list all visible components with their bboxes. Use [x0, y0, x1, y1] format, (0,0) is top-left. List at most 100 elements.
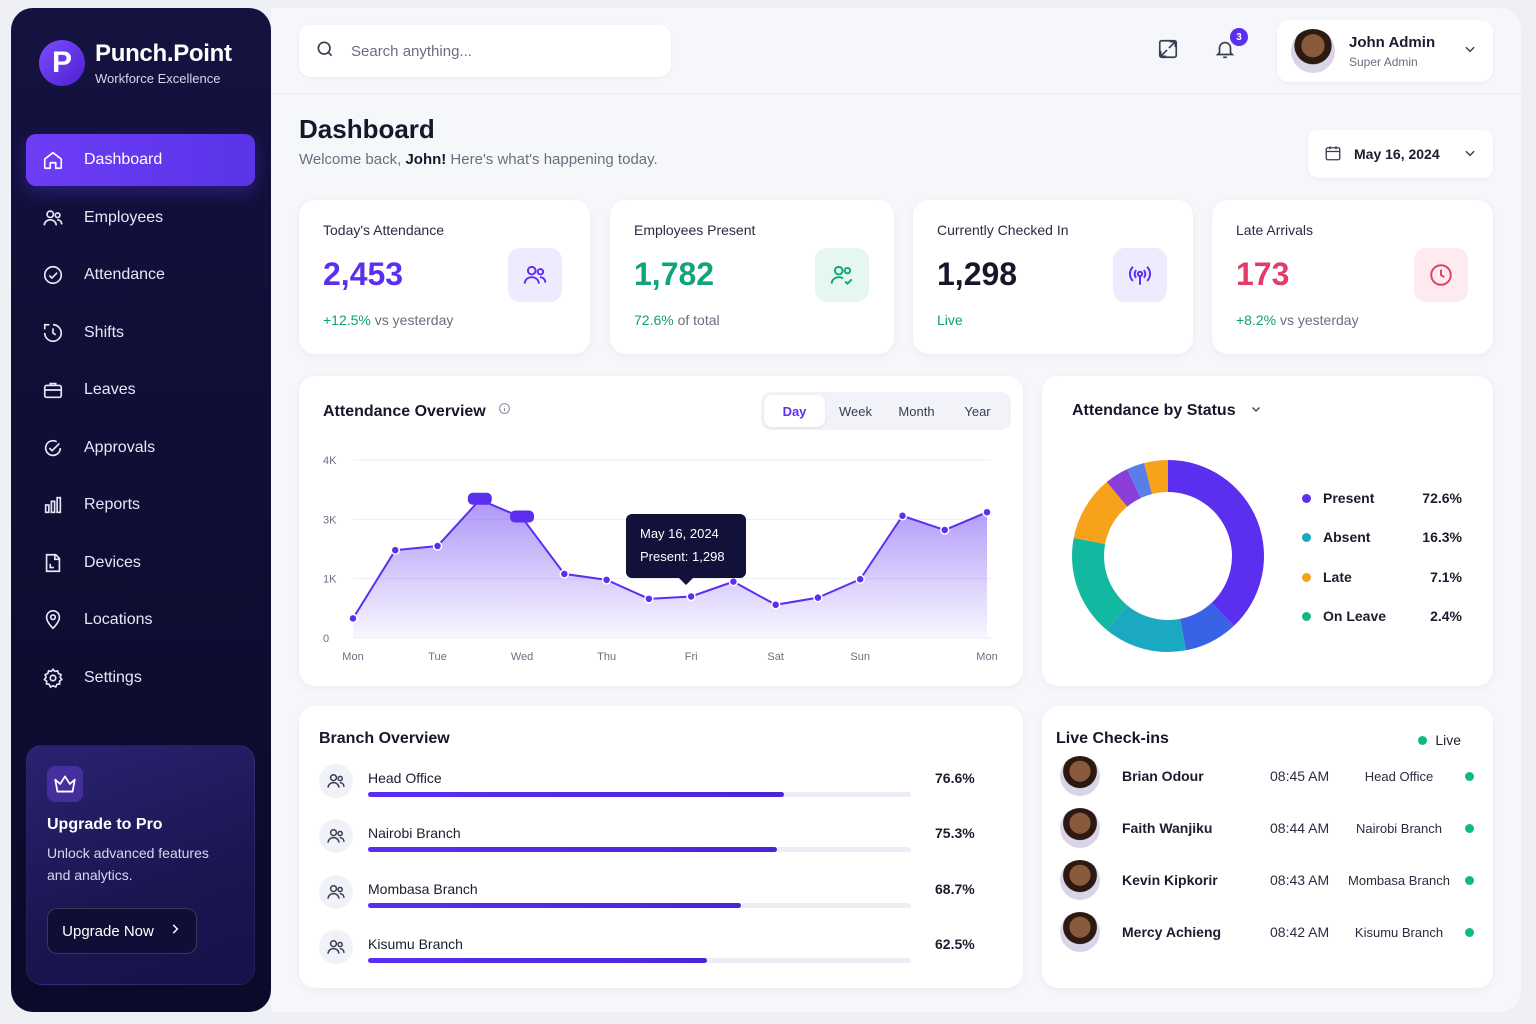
user-menu[interactable]: John Admin Super Admin: [1277, 20, 1493, 82]
user-role: Super Admin: [1349, 54, 1418, 69]
sidebar-item-leaves[interactable]: Leaves: [26, 364, 255, 416]
sidebar-item-devices[interactable]: Devices: [26, 537, 255, 589]
status-title[interactable]: Attendance by Status: [1072, 402, 1262, 420]
search-box[interactable]: [299, 25, 671, 77]
upgrade-title: Upgrade to Pro: [47, 816, 163, 833]
branch-progress-fill: [368, 958, 708, 963]
stat-label: Currently Checked In: [937, 222, 1069, 238]
branch-overview-card: Branch Overview Head Office 76.6% Nairob…: [299, 706, 1023, 988]
briefcase-icon: [42, 379, 64, 401]
branch-row-head-office[interactable]: Head Office 76.6%: [319, 762, 979, 804]
sidebar-item-dashboard[interactable]: Dashboard: [26, 134, 255, 186]
branch-percent: 75.3%: [935, 825, 975, 841]
avatar: [1060, 808, 1100, 848]
checkin-name: Brian Odour: [1122, 768, 1204, 784]
data-point: [559, 569, 570, 579]
legend-absent: Absent 16.3%: [1302, 529, 1462, 545]
stat-change: +12.5%: [323, 312, 371, 328]
sidebar-item-reports[interactable]: Reports: [26, 479, 255, 531]
stat-card-checked-in: Currently Checked In 1,298 Live: [913, 200, 1193, 354]
sidebar-item-label: Devices: [84, 553, 141, 571]
donut-slice: [1073, 482, 1128, 545]
legend-label: On Leave: [1323, 608, 1387, 624]
avatar: [1060, 756, 1100, 796]
legend-dot: [1302, 493, 1311, 503]
stat-card-present: Employees Present 1,782 72.6% of total: [610, 200, 894, 354]
checkin-row[interactable]: Brian Odour 08:45 AM Head Office: [1060, 756, 1480, 796]
checkin-name: Faith Wanjiku: [1122, 820, 1213, 836]
sidebar-item-approvals[interactable]: Approvals: [26, 422, 255, 474]
data-point: [855, 574, 865, 585]
data-point: [390, 545, 401, 555]
users-icon: [42, 207, 64, 229]
brand[interactable]: P Punch.Point Workforce Excellence: [39, 40, 232, 86]
notification-badge: 3: [1230, 28, 1248, 46]
stat-change: 72.6%: [634, 312, 674, 328]
stat-card-attendance: Today's Attendance 2,453 +12.5% vs yeste…: [299, 200, 590, 354]
branch-row-kisumu[interactable]: Kisumu Branch 62.5%: [319, 928, 979, 970]
brand-text: Punch.Point Workforce Excellence: [95, 40, 232, 86]
tab-day[interactable]: Day: [764, 395, 825, 427]
clock-icon: [1414, 248, 1468, 302]
checkin-branch: Head Office: [1364, 768, 1434, 784]
notifications-button[interactable]: 3: [1212, 28, 1248, 65]
stat-sub: +8.2% vs yesterday: [1236, 312, 1359, 328]
checkin-time: 08:42 AM: [1270, 924, 1330, 940]
point-marker: [467, 492, 492, 505]
bell-icon: [1214, 38, 1236, 65]
checkins-title: Live Check-ins: [1056, 730, 1169, 747]
users-icon: [319, 764, 353, 798]
user-name: John Admin: [1349, 33, 1436, 51]
checkin-branch: Mombasa Branch: [1348, 872, 1450, 888]
date-picker[interactable]: May 16, 2024: [1308, 130, 1493, 178]
branch-row-nairobi[interactable]: Nairobi Branch 75.3%: [319, 817, 979, 859]
checkin-row[interactable]: Faith Wanjiku 08:44 AM Nairobi Branch: [1060, 808, 1480, 848]
legend-percent: 16.3%: [1422, 529, 1462, 545]
tab-month[interactable]: Month: [898, 403, 935, 419]
stat-sub-text: vs yesterday: [370, 312, 454, 328]
device-icon: [42, 552, 64, 574]
data-point: [601, 575, 612, 585]
x-tick-label: Mon: [342, 651, 363, 663]
fullscreen-button[interactable]: [1155, 38, 1181, 64]
tooltip-date: May 16, 2024: [640, 526, 719, 541]
sidebar-item-shifts[interactable]: Shifts: [26, 307, 255, 359]
info-icon[interactable]: [498, 402, 511, 419]
branch-name: Kisumu Branch: [368, 936, 463, 952]
branch-row-mombasa[interactable]: Mombasa Branch 68.7%: [319, 873, 979, 915]
sidebar-item-settings[interactable]: Settings: [26, 652, 255, 704]
stat-value: 1,298: [937, 256, 1018, 292]
brand-logo: P: [39, 40, 85, 86]
tooltip-box: [626, 514, 746, 578]
status-dot: [1465, 771, 1474, 781]
search-input[interactable]: [351, 42, 651, 60]
sidebar-item-locations[interactable]: Locations: [26, 594, 255, 646]
upgrade-now-button[interactable]: Upgrade Now: [47, 908, 197, 954]
legend-label: Present: [1323, 490, 1375, 506]
sidebar-item-label: Attendance: [84, 266, 165, 283]
data-point: [644, 594, 654, 604]
data-point: [770, 600, 781, 610]
upgrade-button-label: Upgrade Now: [62, 922, 154, 940]
sidebar-item-employees[interactable]: Employees: [26, 192, 255, 244]
branch-progress-fill: [368, 903, 742, 908]
checkin-time: 08:43 AM: [1270, 872, 1330, 888]
checkin-name: Kevin Kipkorir: [1122, 872, 1218, 888]
checkin-row[interactable]: Mercy Achieng 08:42 AM Kisumu Branch: [1060, 912, 1480, 952]
sidebar-nav: Dashboard Employees Attendance Shifts Le…: [26, 134, 255, 709]
tab-week[interactable]: Week: [839, 403, 872, 419]
tab-year[interactable]: Year: [964, 403, 991, 419]
x-tick-label: Wed: [511, 651, 533, 663]
checkin-time: 08:44 AM: [1270, 820, 1330, 836]
checkin-row[interactable]: Kevin Kipkorir 08:43 AM Mombasa Branch: [1060, 860, 1480, 900]
sidebar-item-label: Reports: [84, 496, 141, 513]
live-label: Live: [1435, 732, 1461, 748]
welcome-suffix: Here's what's happening today.: [446, 151, 658, 168]
checkin-name: Mercy Achieng: [1122, 924, 1222, 940]
sidebar-item-attendance[interactable]: Attendance: [26, 249, 255, 301]
checkin-branch: Kisumu Branch: [1354, 924, 1444, 940]
branch-progress-track: [368, 847, 911, 852]
sidebar-item-label: Employees: [84, 208, 164, 226]
sidebar-item-label: Leaves: [84, 381, 136, 398]
legend-label: Late: [1323, 569, 1352, 585]
